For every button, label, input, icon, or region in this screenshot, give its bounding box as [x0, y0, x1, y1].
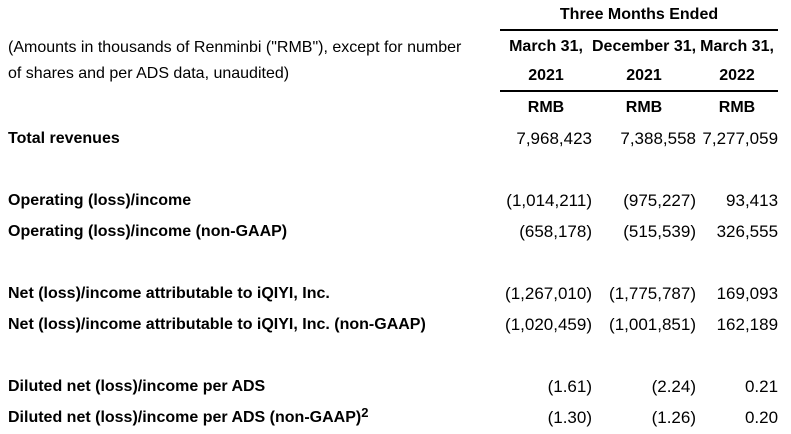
row-label: Diluted net (loss)/income per ADS (non-G… — [0, 402, 500, 433]
table-row-operating-loss-income: Operating (loss)/income (1,014,211) (975… — [0, 185, 791, 216]
amounts-note: (Amounts in thousands of Renminbi ("RMB"… — [0, 30, 500, 91]
value-cell: (1.30) — [547, 408, 592, 427]
table-row-diluted-per-ads-non-gaap: Diluted net (loss)/income per ADS (non-G… — [0, 402, 791, 433]
value-cell: (1.26) — [651, 408, 696, 427]
value-cell: 7,388,558 — [620, 129, 696, 148]
column-year: 2021 — [528, 66, 564, 84]
value-cell: 169,093 — [716, 284, 779, 303]
row-label: Operating (loss)/income — [8, 192, 192, 209]
value-cell: (1,775,787) — [609, 284, 696, 303]
column-year: 2021 — [626, 66, 662, 84]
table-row-net-loss-income-non-gaap: Net (loss)/income attributable to iQIYI,… — [0, 309, 791, 340]
value-cell: 7,968,423 — [516, 129, 592, 148]
period-title: Three Months Ended — [500, 0, 779, 31]
row-label: Operating (loss)/income (non-GAAP) — [8, 223, 288, 240]
spacer-row — [0, 340, 791, 371]
amounts-note-line2: of shares and per ADS data, unaudited) — [8, 64, 290, 82]
value-cell: (975,227) — [623, 191, 696, 210]
table-row-net-loss-income: Net (loss)/income attributable to iQIYI,… — [0, 278, 791, 309]
value-cell: 0.21 — [744, 377, 779, 396]
column-date: December 31, — [592, 37, 697, 55]
column-date: March 31, — [509, 37, 583, 55]
column-date: March 31, — [700, 37, 774, 55]
value-cell: 93,413 — [726, 191, 779, 210]
table-row-total-revenues: Total revenues 7,968,423 7,388,558 7,277… — [0, 123, 791, 154]
header-empty-cell — [0, 0, 500, 30]
column-header-march-2021: March 31, 2021 — [500, 30, 592, 92]
footnote-ref: 2 — [361, 405, 369, 420]
column-year: 2022 — [719, 66, 755, 84]
value-cell: (1,020,459) — [505, 315, 592, 334]
value-cell: (1,001,851) — [609, 315, 696, 334]
table-row-operating-loss-income-non-gaap: Operating (loss)/income (non-GAAP) (658,… — [0, 216, 791, 247]
spacer-row — [0, 247, 791, 278]
row-label: Net (loss)/income attributable to iQIYI,… — [8, 285, 330, 302]
column-header-december-2021: December 31, 2021 — [592, 30, 697, 92]
value-cell: 0.20 — [744, 408, 779, 427]
currency-label: RMB — [625, 99, 663, 116]
currency-label: RMB — [718, 99, 756, 116]
header-period-row: Three Months Ended — [0, 0, 791, 31]
value-cell: 7,277,059 — [702, 129, 779, 148]
row-label: Net (loss)/income attributable to iQIYI,… — [8, 316, 426, 333]
value-cell: (658,178) — [519, 222, 592, 241]
value-cell: 162,189 — [716, 315, 779, 334]
value-cell: (1.61) — [547, 377, 592, 396]
currency-row: RMB RMB RMB — [0, 91, 791, 123]
value-cell: (515,539) — [623, 222, 696, 241]
table-row-diluted-per-ads: Diluted net (loss)/income per ADS (1.61)… — [0, 371, 791, 402]
amounts-note-line1: (Amounts in thousands of Renminbi ("RMB"… — [8, 38, 462, 56]
value-cell: (1,014,211) — [506, 191, 592, 210]
value-cell: 326,555 — [716, 222, 779, 241]
value-cell: (1,267,010) — [505, 284, 592, 303]
value-cell: (2.24) — [651, 377, 696, 396]
header-date-row: (Amounts in thousands of Renminbi ("RMB"… — [0, 30, 791, 92]
column-header-march-2022: March 31, 2022 — [696, 30, 779, 92]
currency-label: RMB — [527, 99, 565, 116]
row-label: Total revenues — [8, 130, 120, 147]
spacer-row — [0, 154, 791, 185]
row-label: Diluted net (loss)/income per ADS — [8, 378, 266, 395]
row-label-text: Diluted net (loss)/income per ADS (non-G… — [8, 409, 362, 426]
